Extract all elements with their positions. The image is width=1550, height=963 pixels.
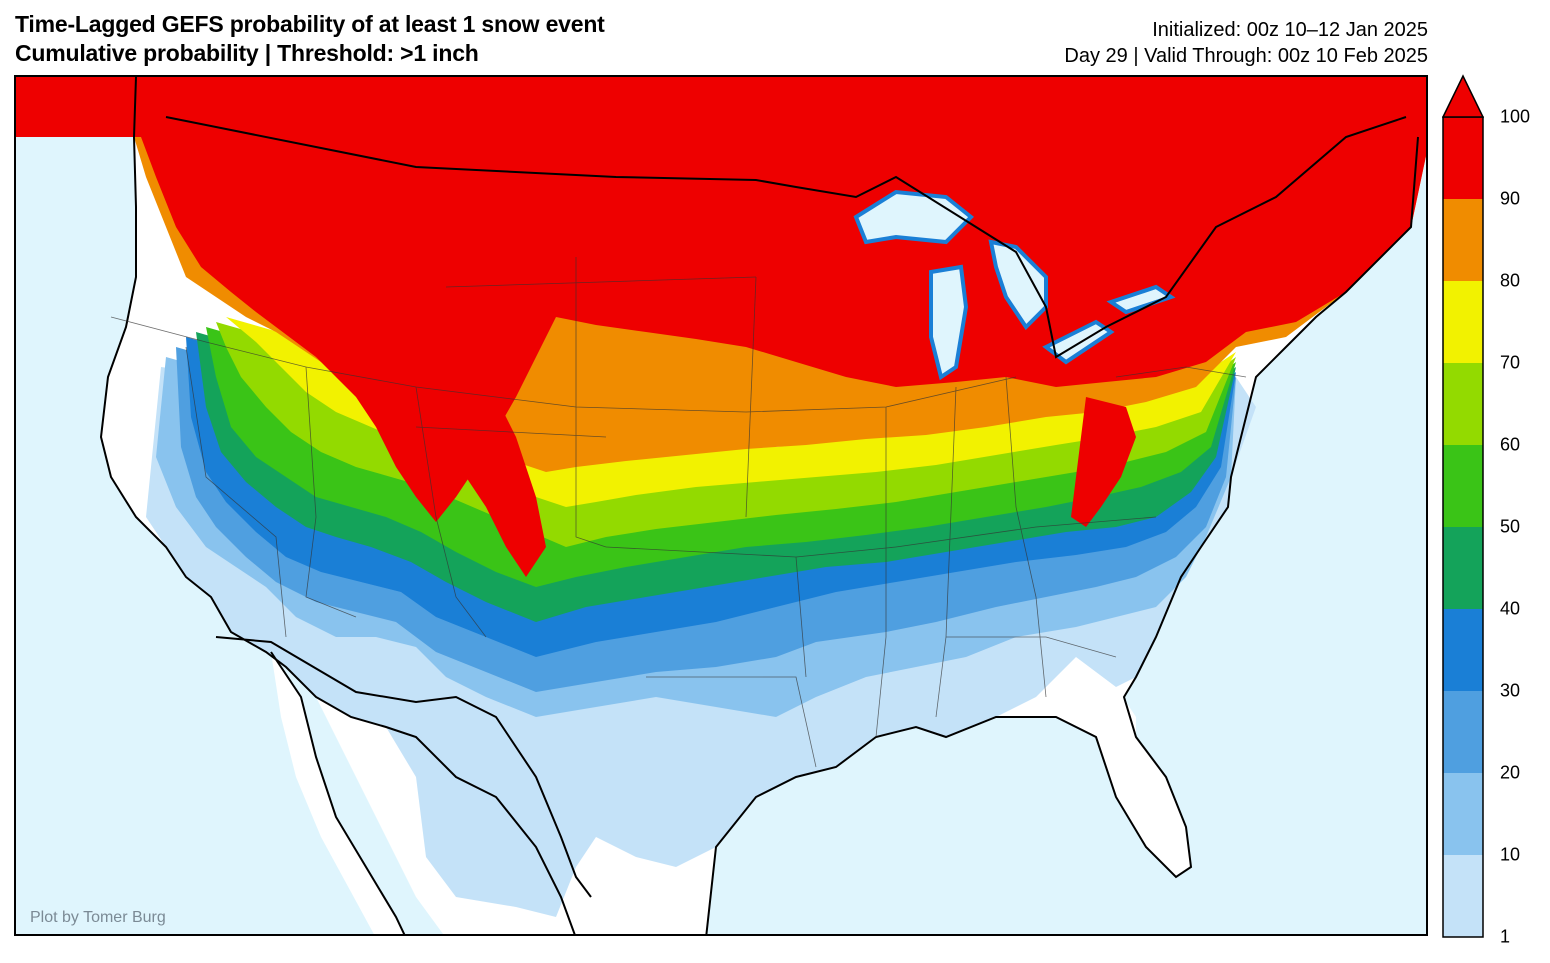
colorbar-bin-90-100: [1443, 117, 1483, 199]
colorbar-tick-label: 50: [1500, 516, 1521, 537]
colorbar-bins: [1443, 117, 1483, 937]
us-mexico-border: [215, 636, 592, 898]
colorbar-bin-20-30: [1443, 691, 1483, 773]
colorbar-bin-70-80: [1443, 281, 1483, 363]
colorbar-bin-50-60: [1443, 445, 1483, 527]
state-borders: [110, 257, 1247, 768]
state-line: [745, 276, 757, 518]
probability-map: [16, 77, 1426, 934]
colorbar-tick-label: 1: [1500, 926, 1511, 947]
colorbar-tick-label: 60: [1500, 434, 1521, 455]
colorbar-bin-80-90: [1443, 199, 1483, 281]
state-line: [185, 346, 287, 638]
valid-through-label: Day 29 | Valid Through: 00z 10 Feb 2025: [1064, 45, 1428, 67]
state-line: [1115, 366, 1247, 378]
map-panel: Plot by Tomer Burg: [14, 75, 1428, 936]
band-50-60: [206, 327, 1236, 587]
state-line: [946, 636, 1117, 658]
coastline-east: [705, 136, 1419, 934]
colorbar-bin-30-40: [1443, 609, 1483, 691]
colorbar-overflow-arrow: [1442, 74, 1484, 118]
state-line: [415, 386, 487, 638]
band-none-south: [1056, 687, 1191, 877]
band-90-100-rockies: [396, 317, 546, 577]
state-line: [575, 257, 607, 548]
colorbar-tick-label: 10: [1500, 844, 1521, 865]
state-line: [445, 276, 757, 288]
colorbar-tick-label: 90: [1500, 188, 1521, 209]
metadata-block: Initialized: 00z 10–12 Jan 2025 Day 29 |…: [1064, 17, 1428, 69]
lake-superior: [853, 189, 974, 245]
borders: [99, 77, 1419, 934]
colorbar-bin-1-10: [1443, 855, 1483, 937]
probability-contours: [16, 77, 1426, 917]
land-baja-california: [271, 652, 405, 934]
coastline-baja: [270, 651, 406, 934]
state-line: [1005, 376, 1047, 698]
state-line: [305, 366, 357, 618]
state-line: [110, 316, 1017, 413]
colorbar-tick-label: 70: [1500, 352, 1521, 373]
initialized-label: Initialized: 00z 10–12 Jan 2025: [1152, 19, 1428, 41]
state-line: [795, 556, 807, 678]
map-title: Time-Lagged GEFS probability of at least…: [15, 11, 605, 37]
map-subtitle: Cumulative probability | Threshold: >1 i…: [15, 40, 479, 66]
plot-credit: Plot by Tomer Burg: [30, 909, 166, 926]
lake-erie: [1042, 319, 1115, 365]
state-line: [415, 426, 607, 438]
us-canada-border: [165, 116, 1407, 359]
colorbar-bin-10-20: [1443, 773, 1483, 855]
band-60-70: [216, 322, 1236, 547]
band-90-100-appalachians: [1071, 397, 1136, 527]
colorbar-tick-label: 100: [1500, 106, 1531, 127]
colorbar-tick-label: 40: [1500, 598, 1521, 619]
colorbar-bin-40-50: [1443, 527, 1483, 609]
colorbar-bin-60-70: [1443, 363, 1483, 445]
colorbar: [1442, 74, 1484, 938]
state-line: [895, 516, 1157, 548]
band-90-100: [16, 77, 1426, 522]
lake-huron: [988, 239, 1048, 331]
state-line: [646, 676, 817, 768]
lake-michigan: [929, 264, 969, 381]
great-lakes: [853, 189, 1176, 381]
lake-ontario: [1106, 284, 1176, 315]
colorbar-tick-label: 20: [1500, 762, 1521, 783]
state-line: [875, 407, 887, 738]
coastline-west: [99, 77, 576, 934]
colorbar-tick-label: 80: [1500, 270, 1521, 291]
colorbar-tick-label: 30: [1500, 680, 1521, 701]
title-block: Time-Lagged GEFS probability of at least…: [15, 10, 605, 68]
